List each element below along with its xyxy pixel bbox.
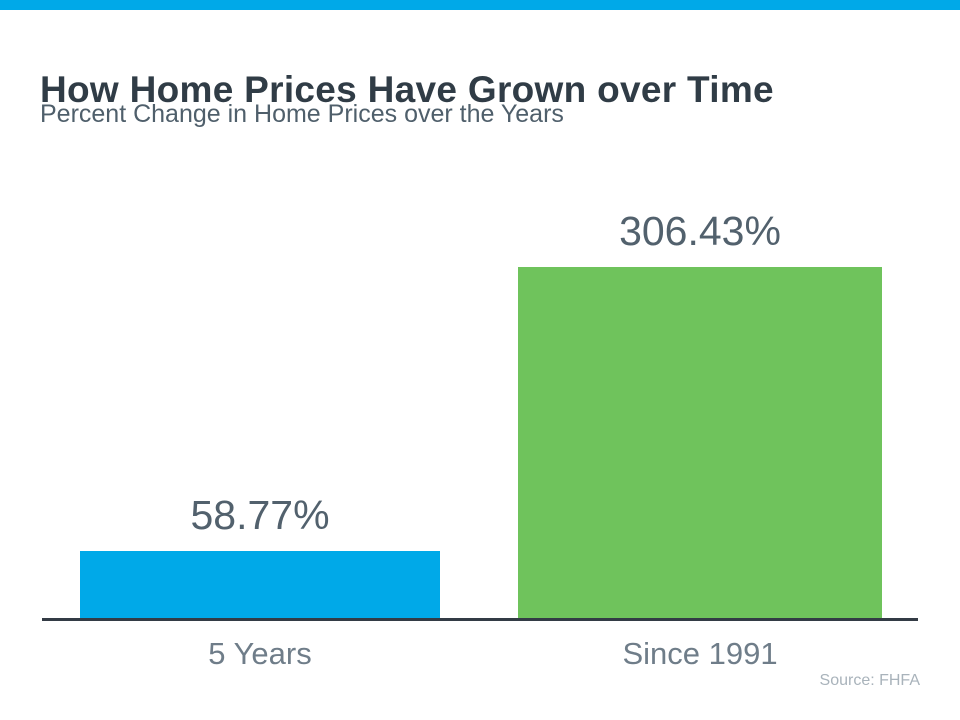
bar-since-1991: [518, 267, 882, 619]
value-label-5-years: 58.77%: [190, 492, 330, 538]
x-axis-line: [42, 618, 918, 621]
bar-group-5-years: 58.77%: [80, 492, 440, 619]
bar-5-years: [80, 551, 440, 619]
top-accent-bar: [0, 0, 960, 10]
chart-title: How Home Prices Have Grown over Time: [40, 68, 774, 110]
x-axis-label-5-years: 5 Years: [208, 636, 312, 671]
x-axis-label-since-1991: Since 1991: [622, 636, 778, 671]
chart-subtitle: Percent Change in Home Prices over the Y…: [40, 100, 564, 128]
source-attribution: Source: FHFA: [819, 672, 920, 689]
bar-group-since-1991: 306.43%: [518, 208, 882, 619]
value-label-since-1991: 306.43%: [619, 208, 781, 254]
